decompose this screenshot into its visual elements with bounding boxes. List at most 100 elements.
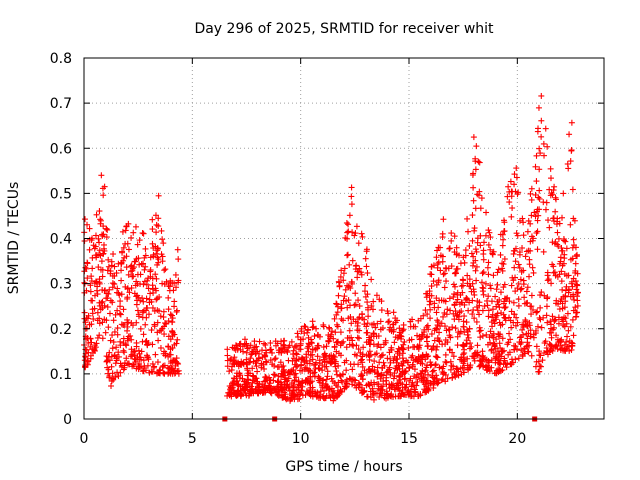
scatter-point xyxy=(163,320,170,327)
scatter-point xyxy=(155,259,162,266)
scatter-point xyxy=(165,343,172,350)
scatter-point xyxy=(104,267,111,274)
scatter-point xyxy=(150,364,157,371)
scatter-point xyxy=(134,271,141,278)
scatter-point xyxy=(130,229,137,236)
scatter-point xyxy=(106,310,113,317)
scatter-point xyxy=(154,329,161,336)
scatter-point xyxy=(113,344,120,351)
scatter-point xyxy=(125,246,132,253)
scatter-point xyxy=(156,367,163,374)
scatter-point xyxy=(427,315,434,322)
scatter-point xyxy=(128,234,135,241)
scatter-point xyxy=(162,266,169,273)
scatter-point xyxy=(85,339,92,346)
x-tick-label: 15 xyxy=(400,431,418,447)
scatter-point xyxy=(153,250,160,257)
scatter-point xyxy=(409,352,416,359)
data-points xyxy=(81,92,581,404)
scatter-point xyxy=(84,275,91,282)
scatter-point xyxy=(105,290,112,297)
scatter-point xyxy=(160,369,167,376)
scatter-point xyxy=(82,364,89,371)
scatter-point xyxy=(352,290,359,297)
scatter-point xyxy=(363,263,370,270)
scatter-point xyxy=(133,255,140,262)
scatter-point xyxy=(515,296,522,303)
scatter-point xyxy=(88,297,95,304)
scatter-point xyxy=(476,159,483,166)
scatter-point xyxy=(99,335,106,342)
scatter-point xyxy=(143,337,150,344)
scatter-point xyxy=(172,271,179,278)
scatter-point xyxy=(378,352,385,359)
scatter-point xyxy=(89,345,96,352)
scatter-point xyxy=(159,363,166,370)
scatter-point xyxy=(165,282,172,289)
scatter-point xyxy=(565,327,572,334)
scatter-point xyxy=(148,327,155,334)
scatter-point xyxy=(120,306,127,313)
scatter-point xyxy=(159,236,166,243)
scatter-point xyxy=(81,238,88,245)
scatter-point xyxy=(120,347,127,354)
scatter-point xyxy=(243,349,250,356)
scatter-point xyxy=(108,353,115,360)
scatter-point xyxy=(87,335,94,342)
scatter-point xyxy=(158,227,165,234)
scatter-point xyxy=(479,307,486,314)
scatter-point xyxy=(134,241,141,248)
scatter-point xyxy=(155,192,162,199)
scatter-point xyxy=(168,364,175,371)
scatter-point xyxy=(96,276,103,283)
scatter-point xyxy=(92,232,99,239)
scatter-point xyxy=(100,241,107,248)
scatter-point xyxy=(98,172,105,179)
scatter-point xyxy=(564,160,571,167)
scatter-point xyxy=(499,260,506,267)
scatter-point xyxy=(155,215,162,222)
scatter-point xyxy=(114,331,121,338)
scatter-point xyxy=(90,315,97,322)
scatter-point xyxy=(103,225,110,232)
scatter-point xyxy=(123,253,130,260)
scatter-point xyxy=(430,367,437,374)
scatter-point xyxy=(530,269,537,276)
scatter-point xyxy=(487,285,494,292)
scatter-point xyxy=(136,350,143,357)
y-tick-label: 0 xyxy=(63,412,72,428)
scatter-point xyxy=(99,273,106,280)
scatter-point xyxy=(109,280,116,287)
scatter-point xyxy=(543,312,550,319)
scatter-point xyxy=(114,324,121,331)
scatter-point xyxy=(95,235,102,242)
scatter-point xyxy=(167,277,174,284)
scatter-point xyxy=(154,254,161,261)
scatter-point xyxy=(149,216,156,223)
scatter-point xyxy=(536,187,543,194)
scatter-point xyxy=(174,336,181,343)
scatter-point xyxy=(335,278,342,285)
scatter-point xyxy=(100,231,107,238)
scatter-point xyxy=(122,240,129,247)
scatter-point xyxy=(138,261,145,268)
scatter-point xyxy=(105,366,112,373)
scatter-point xyxy=(563,272,570,279)
scatter-point xyxy=(501,256,508,263)
scatter-point xyxy=(116,310,123,317)
scatter-point xyxy=(140,357,147,364)
scatter-point xyxy=(343,344,350,351)
scatter-point xyxy=(157,313,164,320)
scatter-point xyxy=(305,368,312,375)
scatter-point xyxy=(564,333,571,340)
scatter-point xyxy=(117,311,124,318)
scatter-point xyxy=(433,309,440,316)
scatter-point xyxy=(117,360,124,367)
scatter-point xyxy=(140,367,147,374)
scatter-point xyxy=(155,337,162,344)
scatter-point xyxy=(109,345,116,352)
scatter-point xyxy=(275,373,282,380)
scatter-point xyxy=(256,338,263,345)
scatter-point xyxy=(140,298,147,305)
